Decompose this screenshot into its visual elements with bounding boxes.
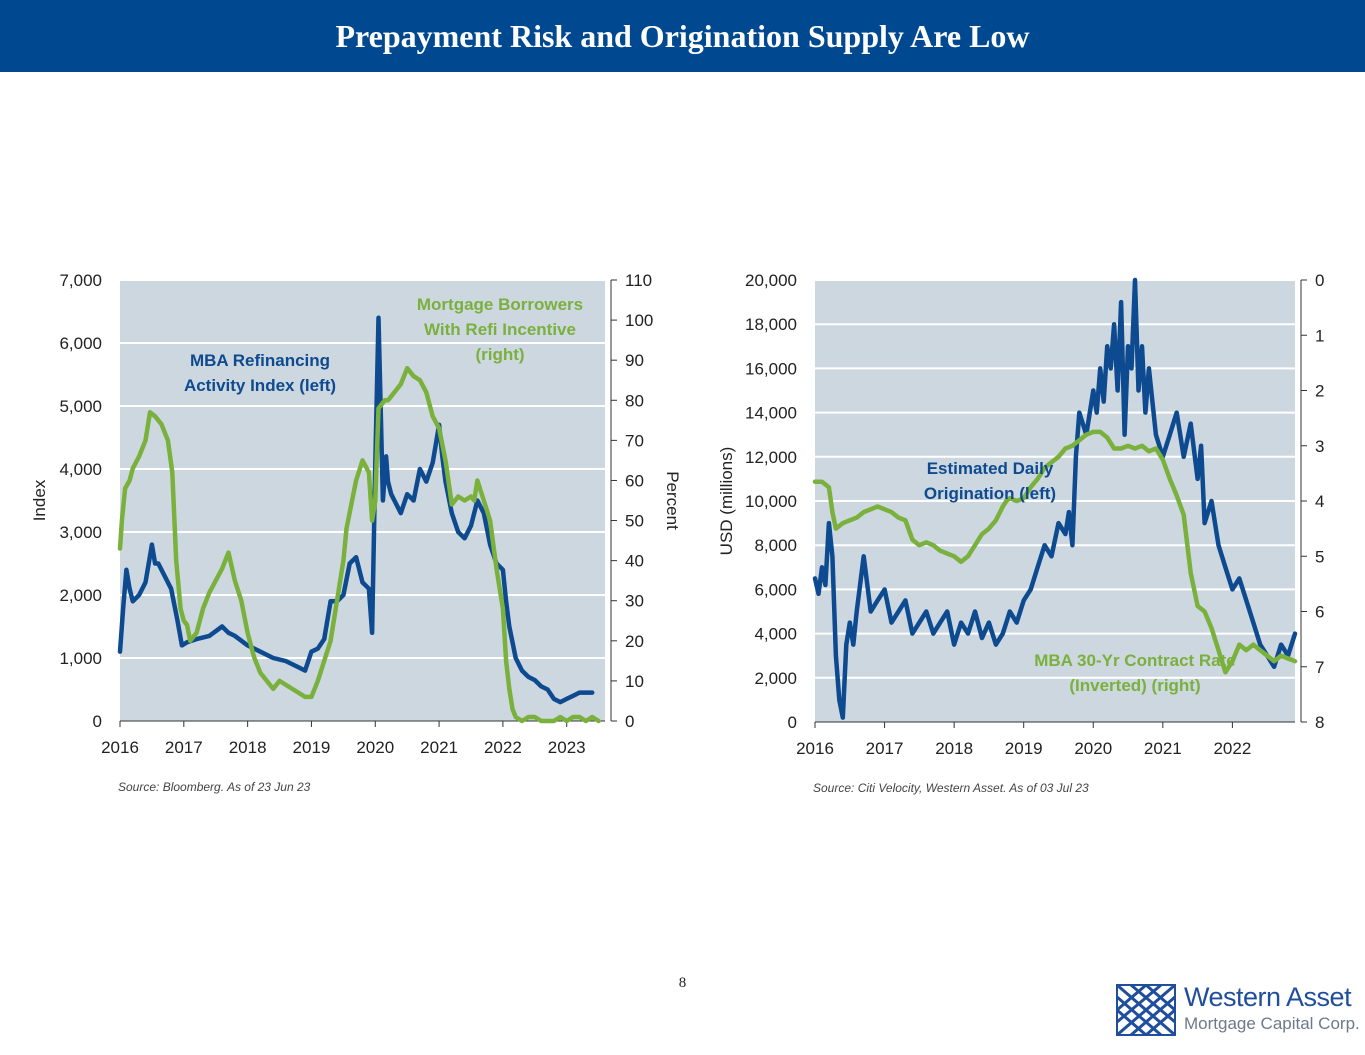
logo-mark-icon <box>1116 984 1176 1036</box>
y-tick-label: 0 <box>93 712 102 731</box>
y2-tick-label: 1 <box>1315 326 1324 345</box>
y2-tick-label: 60 <box>625 471 644 490</box>
x-tick-label: 2023 <box>548 738 586 757</box>
y-tick-label: 4,000 <box>59 460 102 479</box>
y2-tick-label: 40 <box>625 552 644 571</box>
x-tick-label: 2021 <box>420 738 458 757</box>
logo-subtitle: Mortgage Capital Corp. <box>1184 1014 1360 1033</box>
y2-tick-label: 10 <box>625 672 644 691</box>
annotation-line: Origination (left) <box>924 484 1056 503</box>
y-tick-label: 16,000 <box>745 359 797 378</box>
x-tick-label: 2016 <box>796 739 834 758</box>
series-line-navy <box>117 315 595 705</box>
y2-tick-label: 0 <box>625 712 634 731</box>
series-line-green <box>812 429 1298 675</box>
y2-tick-label: 4 <box>1315 492 1324 511</box>
series-line-green <box>117 365 601 724</box>
x-tick-label: 2021 <box>1144 739 1182 758</box>
x-tick-label: 2022 <box>1213 739 1251 758</box>
x-tick-label: 2017 <box>866 739 904 758</box>
x-tick-label: 2020 <box>356 738 394 757</box>
y2-tick-label: 8 <box>1315 713 1324 732</box>
y2-tick-label: 3 <box>1315 437 1324 456</box>
y-tick-label: 2,000 <box>59 586 102 605</box>
y-tick-label: 20,000 <box>745 271 797 290</box>
y-tick-label: 5,000 <box>59 397 102 416</box>
y2-tick-label: 6 <box>1315 603 1324 622</box>
y-tick-label: 7,000 <box>59 271 102 290</box>
y2-tick-label: 5 <box>1315 547 1324 566</box>
y2-tick-label: 100 <box>625 311 653 330</box>
y2-tick-label: 7 <box>1315 658 1324 677</box>
y-tick-label: 18,000 <box>745 315 797 334</box>
y-tick-label: 14,000 <box>745 404 797 423</box>
y-tick-label: 8,000 <box>754 536 797 555</box>
x-tick-label: 2019 <box>1005 739 1043 758</box>
y-tick-label: 4,000 <box>754 625 797 644</box>
y2-tick-label: 0 <box>1315 271 1324 290</box>
plot-area <box>120 280 605 721</box>
y-axis-label: Index <box>30 479 49 521</box>
x-tick-label: 2022 <box>484 738 522 757</box>
y-tick-label: 6,000 <box>59 334 102 353</box>
title-banner: Prepayment Risk and Origination Supply A… <box>0 0 1365 72</box>
y2-tick-label: 110 <box>625 271 652 290</box>
y-tick-label: 2,000 <box>754 669 797 688</box>
origination-chart: 0 2,000 4,000 6,000 8,000 10,000 12,000 14,000 1… <box>717 271 1324 795</box>
y-axis-label: USD (millions) <box>717 447 736 556</box>
y2-tick-label: 2 <box>1315 382 1324 401</box>
refinancing-chart: 0 1,000 2,000 3,000 4,000 5,000 6,000 7,000 0 10 2… <box>30 271 682 794</box>
y2-tick-label: 90 <box>625 351 644 370</box>
annotation-line: MBA 30-Yr Contract Rate <box>1034 651 1236 670</box>
y-tick-label: 6,000 <box>754 580 797 599</box>
page-number: 8 <box>678 975 687 991</box>
company-logo: Western Asset Mortgage Capital Corp. <box>1116 982 1361 1038</box>
annotation-line: Mortgage Borrowers <box>417 295 583 314</box>
y2-tick-label: 70 <box>625 431 644 450</box>
annotation-line: With Refi Incentive <box>424 320 576 339</box>
y2-axis-label: Percent <box>663 471 682 530</box>
y2-tick-label: 30 <box>625 592 644 611</box>
annotation-line: Estimated Daily <box>927 459 1054 478</box>
y-tick-label: 10,000 <box>745 492 797 511</box>
y2-tick-label: 20 <box>625 632 644 651</box>
source-note: Source: Citi Velocity, Western Asset. As… <box>813 781 1089 795</box>
x-tick-label: 2019 <box>293 738 331 757</box>
x-tick-label: 2018 <box>935 739 973 758</box>
y-tick-label: 1,000 <box>59 649 102 668</box>
annotation-line: (right) <box>475 345 524 364</box>
logo-name: Western Asset <box>1184 982 1352 1012</box>
y-tick-label: 0 <box>788 713 797 732</box>
y2-tick-label: 50 <box>625 512 644 531</box>
annotation-line: MBA Refinancing <box>190 351 330 370</box>
annotation-line: Activity Index (left) <box>184 376 336 395</box>
x-tick-label: 2016 <box>101 738 139 757</box>
y2-tick-label: 80 <box>625 391 644 410</box>
y-tick-label: 12,000 <box>745 448 797 467</box>
x-tick-label: 2020 <box>1074 739 1112 758</box>
annotation-line: (Inverted) (right) <box>1069 676 1200 695</box>
y-tick-label: 3,000 <box>59 523 102 542</box>
x-tick-label: 2017 <box>165 738 203 757</box>
source-note: Source: Bloomberg. As of 23 Jun 23 <box>118 780 311 794</box>
series-line-navy <box>812 277 1298 720</box>
x-tick-label: 2018 <box>229 738 267 757</box>
page-title: Prepayment Risk and Origination Supply A… <box>335 17 1030 54</box>
